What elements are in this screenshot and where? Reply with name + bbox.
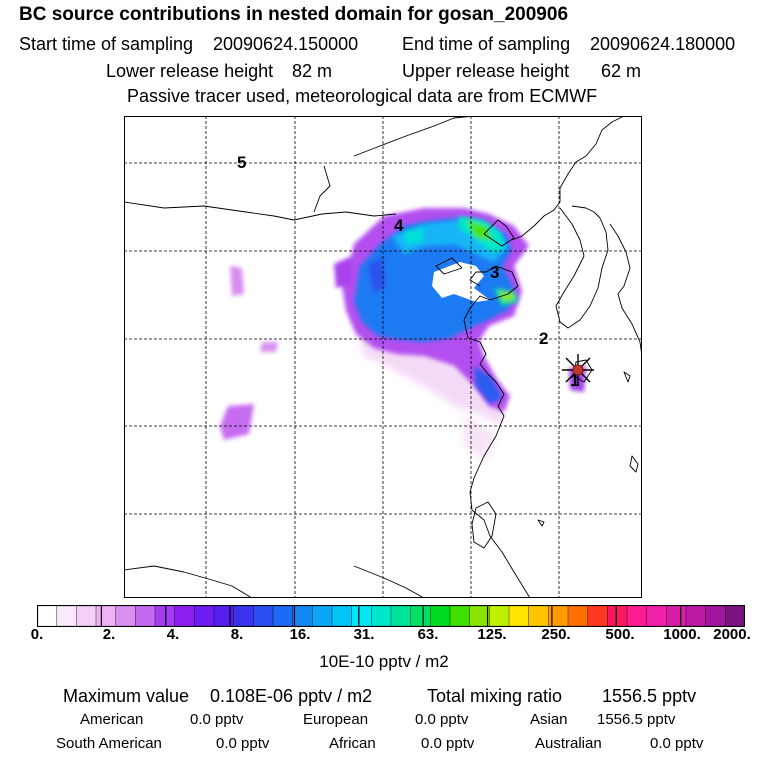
colorbar-cell	[76, 605, 97, 627]
colorbar-tick-2: 2.	[102, 626, 116, 643]
lower-height-label: Lower release height	[106, 61, 274, 81]
colorbar-cell	[194, 605, 215, 627]
colorbar-cell	[174, 605, 195, 627]
colorbar-cell	[449, 605, 471, 627]
colorbar-units: 10E-10 pptv / m2	[319, 652, 449, 671]
receptor-star-icon	[562, 354, 594, 386]
colorbar-frame	[37, 605, 745, 627]
colorbar-cell	[331, 605, 353, 627]
lower-height-value: 82 m	[292, 61, 333, 81]
end-time-label: End time of sampling	[402, 34, 571, 54]
colorbar-cell	[272, 605, 294, 627]
colorbar-cell	[666, 605, 687, 627]
colorbar-cell	[213, 605, 235, 627]
colorbar-cell	[312, 605, 333, 627]
total-mixing-value: 1556.5 pptv	[602, 686, 697, 706]
colorbar-tick-125: 125.	[477, 626, 507, 643]
colorbar-cell	[430, 605, 451, 627]
colorbar-tick-63: 63.	[417, 626, 439, 643]
colorbar-cell	[37, 605, 58, 627]
colorbar-cell	[233, 605, 254, 627]
region-value-australian: 0.0 pptv	[650, 735, 704, 752]
colorbar-cell	[626, 605, 648, 627]
colorbar-cell	[587, 605, 608, 627]
colorbar-tick-0: 0.	[30, 626, 44, 643]
upper-height-label: Upper release height	[402, 61, 570, 81]
colorbar	[37, 605, 745, 627]
point-label-5: 5	[237, 153, 246, 172]
colorbar-tick-4: 4.	[166, 626, 180, 643]
region-name-australian: Australian	[535, 735, 602, 752]
colorbar-tick-2000: 2000.	[713, 626, 751, 643]
plot-title: BC source contributions in nested domain…	[19, 4, 569, 25]
colorbar-cell	[508, 605, 530, 627]
map-frame	[124, 116, 642, 598]
point-label-2: 2	[539, 329, 548, 348]
colorbar-tick-500: 500.	[605, 626, 635, 643]
source-contribution-map: 1 2 3 4 5	[124, 116, 642, 598]
colorbar-tick-31: 31.	[353, 626, 375, 643]
start-time-label: Start time of sampling	[19, 34, 194, 54]
point-label-4: 4	[394, 216, 404, 235]
point-label-3: 3	[490, 263, 499, 282]
region-name-asian: Asian	[530, 711, 568, 728]
point-label-1: 1	[570, 371, 579, 390]
region-value-american: 0.0 pptv	[190, 711, 244, 728]
region-name-american: American	[80, 711, 144, 728]
colorbar-cell	[351, 605, 372, 627]
colorbar-cell	[154, 605, 176, 627]
colorbar-cell	[56, 605, 77, 627]
colorbar-cell	[390, 605, 412, 627]
upper-height-value: 62 m	[601, 61, 642, 81]
region-value-african: 0.0 pptv	[421, 735, 475, 752]
region-value-asian: 1556.5 pptv	[597, 711, 676, 728]
grid-lines	[124, 116, 642, 598]
max-value-label: Maximum value	[63, 686, 190, 706]
colorbar-cell	[371, 605, 392, 627]
region-value-south-american: 0.0 pptv	[216, 735, 270, 752]
tracer-note: Passive tracer used, meteorological data…	[127, 86, 598, 106]
colorbar-cell	[705, 605, 726, 627]
colorbar-cell	[528, 605, 549, 627]
max-value: 0.108E-06 pptv / m2	[210, 686, 373, 706]
colorbar-cell	[410, 605, 431, 627]
colorbar-cell	[95, 605, 117, 627]
region-name-south-american: South American	[56, 735, 162, 752]
end-time-value: 20090624.180000	[590, 34, 736, 54]
plume-hotspots	[404, 216, 518, 306]
colorbar-tick-1000: 1000.	[663, 626, 701, 643]
colorbar-cell	[489, 605, 510, 627]
region-name-european: European	[303, 711, 369, 728]
colorbar-cell	[253, 605, 274, 627]
coastlines	[124, 116, 642, 598]
colorbar-tick-8: 8.	[230, 626, 244, 643]
colorbar-cell	[607, 605, 628, 627]
colorbar-cell	[646, 605, 667, 627]
region-value-european: 0.0 pptv	[415, 711, 469, 728]
region-name-african: African	[329, 735, 376, 752]
total-mixing-label: Total mixing ratio	[427, 686, 563, 706]
start-time-value: 20090624.150000	[213, 34, 359, 54]
colorbar-tick-250: 250.	[541, 626, 571, 643]
colorbar-cell	[685, 605, 707, 627]
colorbar-cell	[115, 605, 136, 627]
colorbar-cell	[725, 605, 745, 627]
colorbar-cell	[135, 605, 156, 627]
colorbar-tick-16: 16.	[289, 626, 311, 643]
colorbar-cell	[469, 605, 490, 627]
colorbar-cell	[567, 605, 589, 627]
colorbar-cell	[292, 605, 313, 627]
